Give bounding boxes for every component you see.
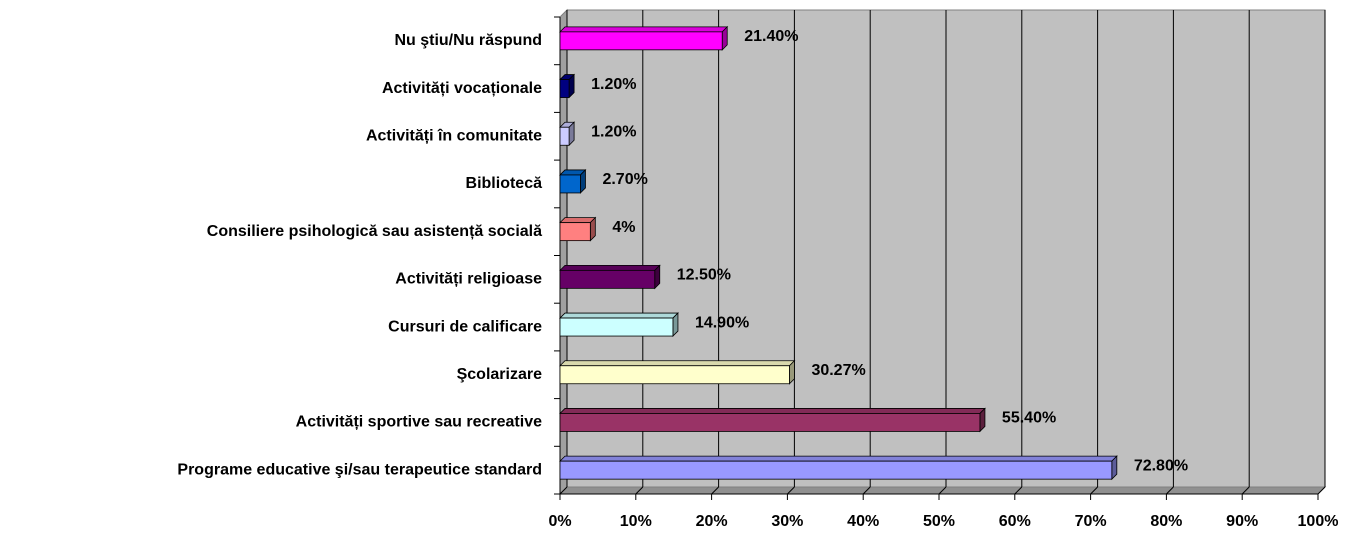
x-tick-label: 0% (548, 513, 571, 530)
value-label: 1.20% (591, 123, 636, 140)
x-tick-label: 90% (1226, 513, 1258, 530)
bar (559, 126, 570, 146)
bar (559, 79, 570, 98)
x-tick-label: 20% (696, 513, 728, 530)
y-tick-label: Activități în comunitate (366, 127, 542, 144)
y-tick-label: Nu ştiu/Nu răspund (394, 32, 542, 49)
value-label: 12.50% (677, 267, 731, 284)
grid-line (1241, 486, 1250, 495)
grid-line (787, 486, 795, 495)
y-tick-label: Cursuri de calificare (388, 318, 542, 335)
value-label: 55.40% (1002, 410, 1056, 427)
y-tick-label: Activități religioase (395, 271, 542, 288)
bar (559, 269, 656, 289)
bar-top (559, 455, 1118, 462)
grid-line (559, 486, 568, 495)
x-tick-label: 80% (1150, 513, 1182, 530)
value-label: 14.90% (695, 314, 749, 331)
bar (559, 222, 591, 242)
y-tick-label: Activități sportive sau recreative (296, 414, 542, 431)
bar-top (559, 217, 597, 224)
bar (559, 413, 981, 432)
value-label: 72.80% (1134, 457, 1188, 474)
bar (559, 317, 674, 337)
y-tick-label: Şcolarizare (457, 366, 542, 383)
bar-top (559, 408, 986, 414)
grid-line (862, 486, 871, 495)
bar-top (559, 312, 679, 319)
value-label: 1.20% (591, 76, 636, 93)
y-tick-label: Bibliotecă (466, 175, 543, 192)
grid-line (635, 486, 644, 495)
x-tick-label: 30% (771, 513, 803, 530)
y-tick-label: Activități vocaționale (382, 80, 542, 97)
bar (559, 31, 723, 51)
bar (559, 174, 581, 194)
x-tick-label: 50% (923, 513, 955, 530)
grid-line (1090, 486, 1098, 495)
value-label: 21.40% (744, 28, 798, 45)
bar-top (559, 26, 729, 33)
x-tick-label: 60% (999, 513, 1031, 530)
y-tick-label: Consiliere psihologică sau asistență soc… (207, 223, 542, 240)
grid-line (1317, 486, 1326, 495)
x-tick-label: 70% (1075, 513, 1107, 530)
grid-line (711, 486, 719, 495)
y-tick-label: Programe educative şi/sau terapeutice st… (177, 461, 542, 478)
bar (559, 365, 790, 385)
grid-line (938, 486, 947, 495)
bar-top (559, 264, 661, 271)
value-label: 2.70% (602, 171, 647, 188)
value-label: 4% (612, 219, 635, 236)
x-tick-label: 10% (620, 513, 652, 530)
x-tick-label: 40% (847, 513, 879, 530)
bar-top (559, 360, 796, 367)
x-tick-label: 100% (1298, 513, 1339, 530)
value-label: 30.27% (811, 362, 865, 379)
grid-line (1014, 486, 1023, 495)
grid-line (1166, 486, 1174, 495)
bar (559, 460, 1113, 480)
